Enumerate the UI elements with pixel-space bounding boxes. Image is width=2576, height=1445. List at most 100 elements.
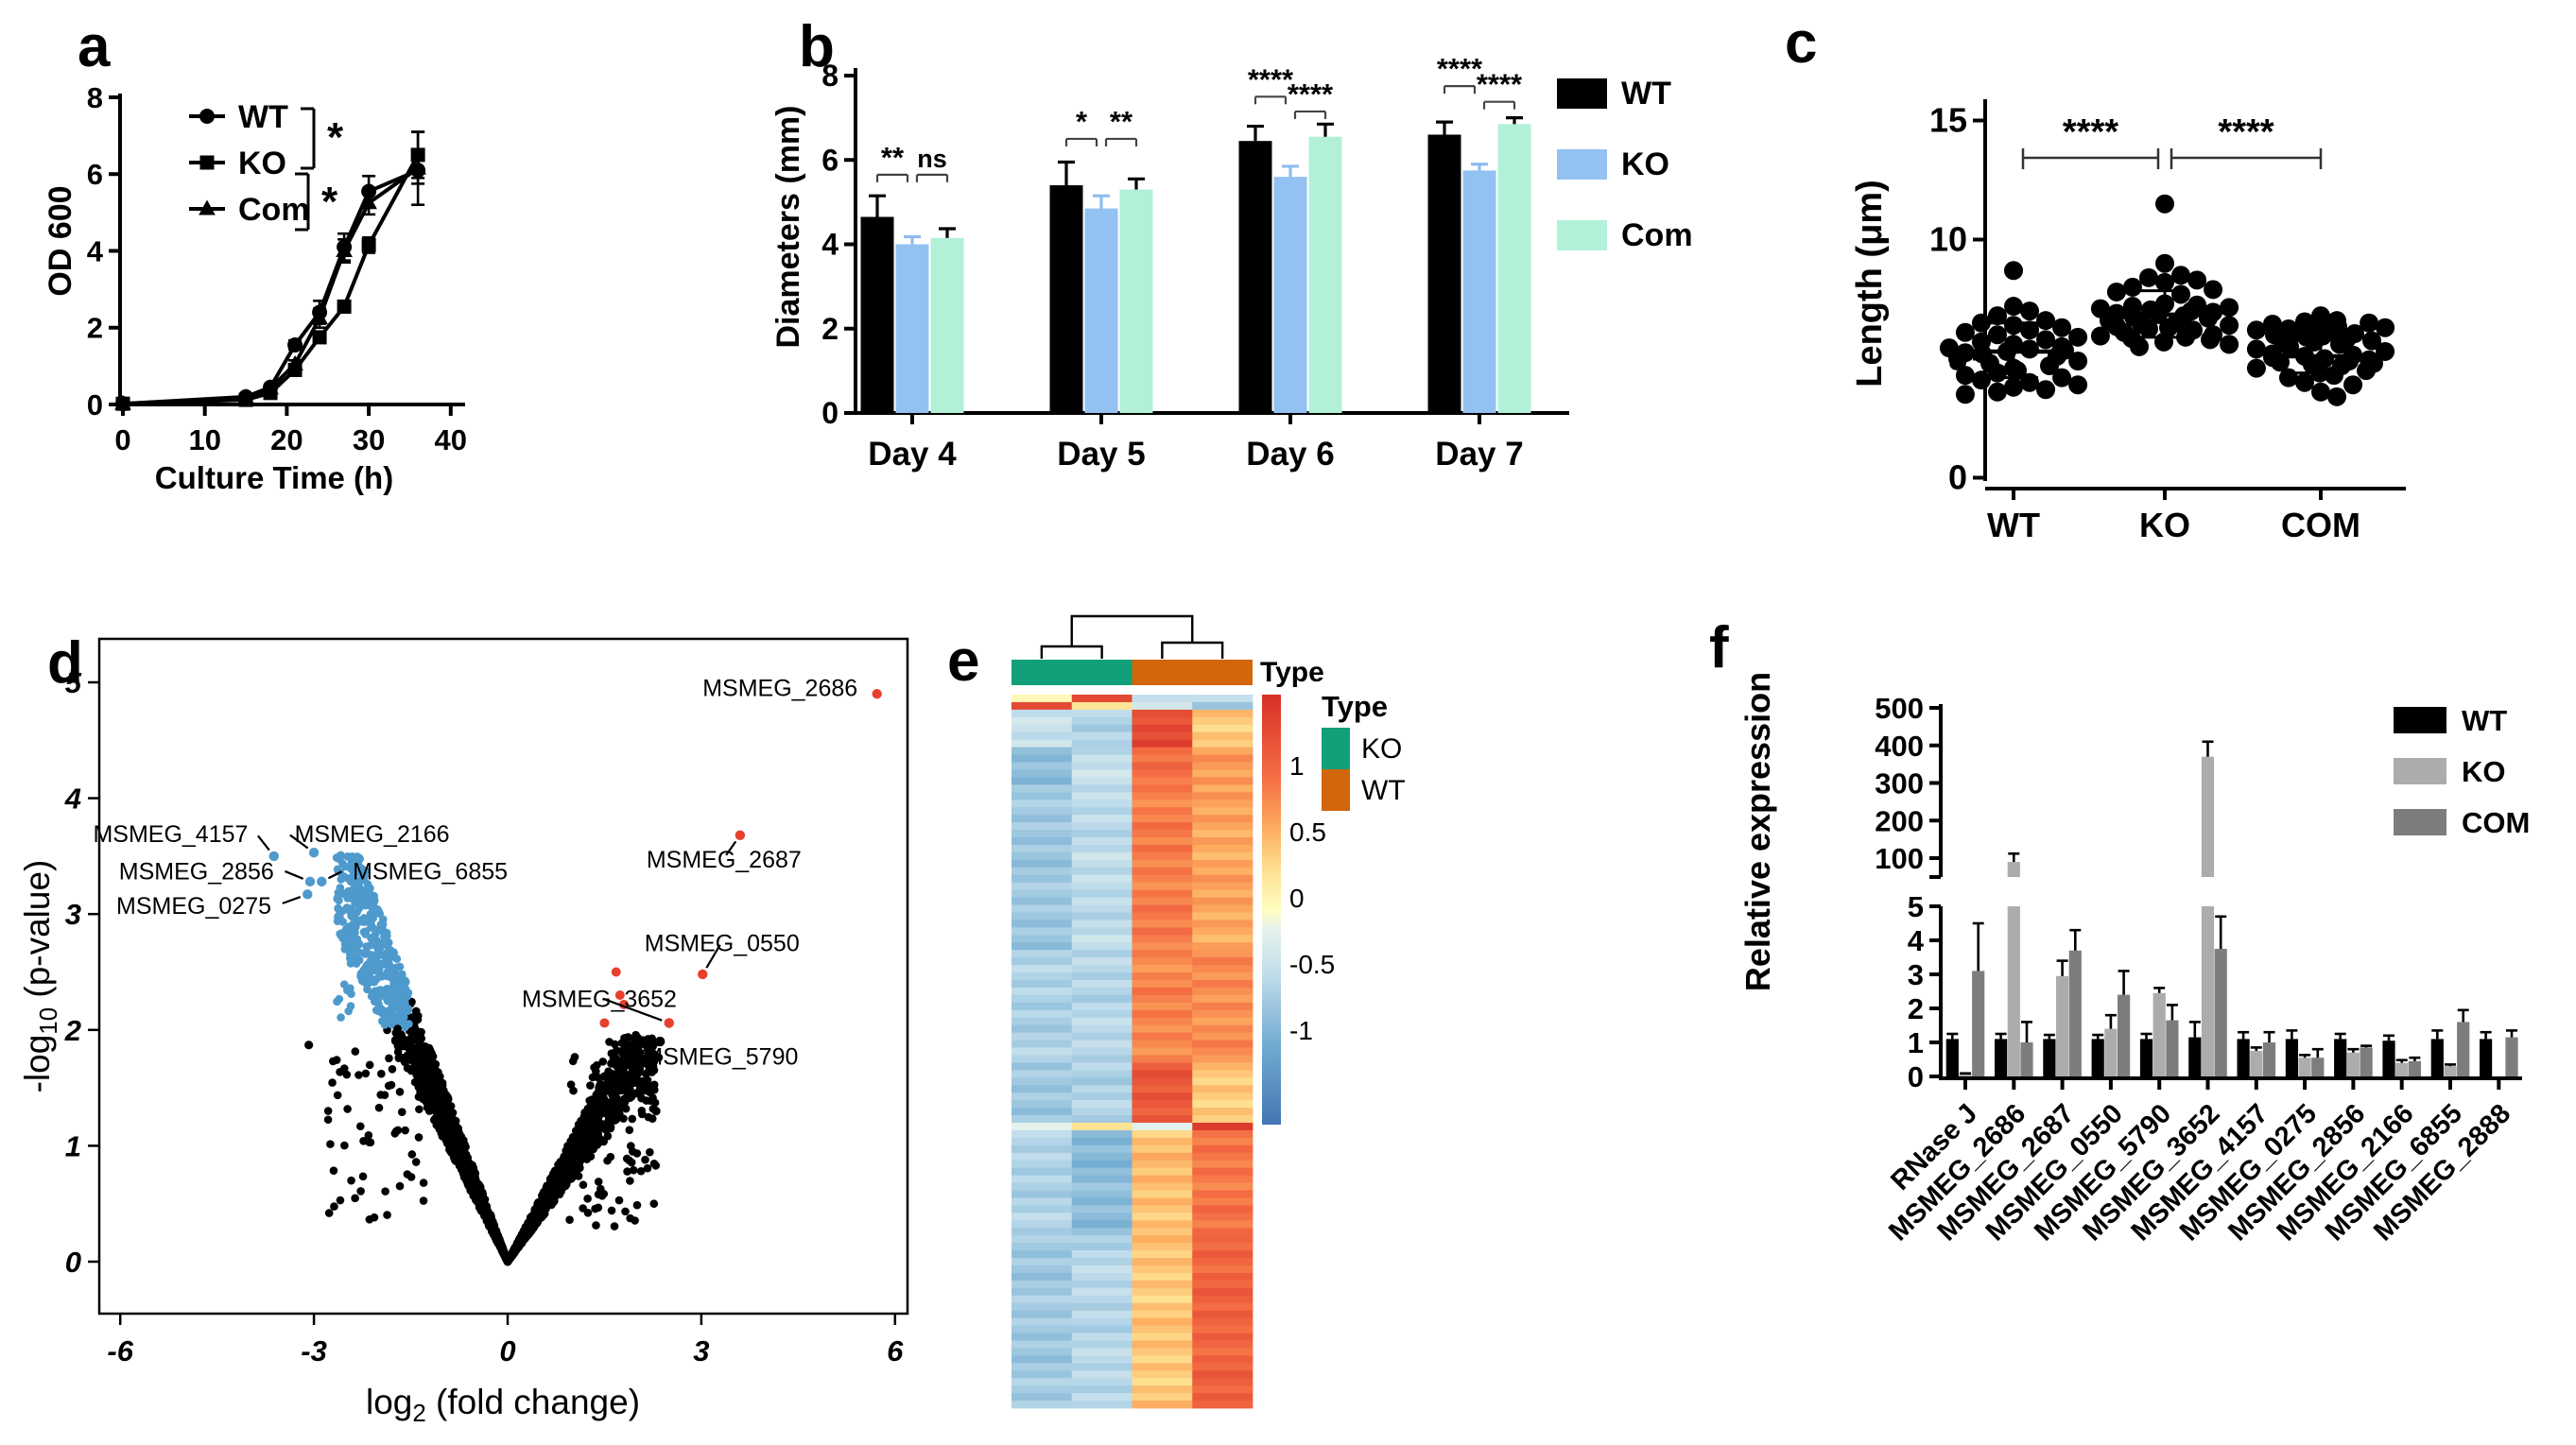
significance: ** ns* ****************** (875, 52, 1523, 182)
y-tick-label: 5 (65, 666, 82, 699)
gene-labels: MSMEG_2686 MSMEG_2687 MSMEG_0550 MSMEG_3652… (93, 676, 882, 1071)
colorbar-tick-label: 0.5 (1289, 817, 1326, 847)
y-tick-label: 4 (87, 234, 104, 267)
x-axis-title: Culture Time (h) (155, 460, 393, 495)
x-category-label: COM (2281, 506, 2360, 544)
series-com (114, 130, 426, 410)
gene-label: MSMEG_2166 (295, 821, 450, 848)
colorbar-tick-label: 1 (1289, 751, 1305, 781)
y-tick-label: 6 (87, 158, 103, 191)
legend: WT KO Com * * (189, 99, 344, 232)
panel-letter-e: e (947, 628, 979, 694)
significance-star: **** (2063, 112, 2118, 152)
x-tick-label: 20 (270, 423, 303, 456)
legend-label: COM (2462, 806, 2530, 839)
y-axis-title: Relative expression (1738, 672, 1777, 991)
y-tick-label: 10 (1929, 220, 1967, 259)
significance-label: ** (881, 141, 905, 174)
y-tick-label: 300 (1875, 767, 1924, 800)
series-wt (860, 120, 1461, 413)
colorbar-tick-label: 0 (1289, 884, 1305, 913)
gene-label: MSMEG_2686 (702, 676, 857, 702)
gene-label: MSMEG_4157 (93, 821, 248, 848)
y-tick-label: 2 (821, 312, 838, 346)
panel-a-growth-curve-chart: 0 2 4 6 8 0 10 20 30 40 Culture Time (h) OD 600 WT KO… (43, 81, 467, 495)
legend-label: WT (1621, 76, 1671, 112)
y-tick-label: 100 (1875, 842, 1924, 875)
legend-label: WT (2462, 704, 2507, 737)
legend-label: WT (1361, 775, 1406, 806)
x-category-label: Day 7 (1435, 436, 1523, 473)
panel-letter-f: f (1709, 615, 1729, 680)
legend: WT KO Com (1557, 76, 1693, 253)
panel-c-cell-length-chart: 051015WTKOCOMLength (μm)******** (1850, 99, 2406, 544)
y-tick-label: 400 (1875, 730, 1924, 763)
y-tick-label: 0 (1948, 458, 1967, 497)
y-tick-label: 200 (1875, 804, 1924, 837)
y-tick-label: 15 (1929, 101, 1967, 140)
axes: 0 2 4 6 8 0 10 20 30 40 (87, 81, 467, 456)
significance-label: ** (1110, 105, 1133, 138)
y-tick-label: 3 (1908, 958, 1924, 991)
colorbar-tick-label: -0.5 (1289, 950, 1335, 979)
y-axis-title: Diameters (mm) (770, 106, 806, 349)
y-tick-label: 8 (821, 59, 838, 93)
dot-group-ko (2090, 194, 2239, 356)
point-cloud (304, 851, 664, 1266)
significance-label: **** (1477, 68, 1523, 101)
significance-label: ns (917, 145, 947, 173)
y-tick-label: 4 (821, 228, 838, 262)
legend-label: KO (1621, 146, 1669, 182)
y-tick-label: 8 (87, 81, 103, 114)
legend-label: KO (2462, 755, 2506, 788)
heatmap-cells (1011, 695, 1253, 1409)
panel-letter-a: a (78, 14, 111, 79)
y-tick-label: 0 (65, 1246, 81, 1279)
legend-title: Type (1322, 690, 1388, 723)
y-tick-label: 1 (1908, 1026, 1924, 1059)
dendrogram (1040, 614, 1224, 659)
y-tick-label: 4 (1908, 924, 1925, 957)
annotation-bar (1011, 660, 1253, 685)
series-ko (895, 163, 1496, 413)
x-tick-label: 0 (499, 1334, 515, 1368)
legend-label: Com (1621, 217, 1693, 253)
plot-frame: -6 -3 0 3 6 0 1 2 3 4 5 (64, 637, 909, 1368)
significance-label: **** (1248, 62, 1294, 95)
x-tick-label: 30 (353, 423, 385, 456)
annotation-title: Type (1260, 657, 1324, 688)
gene-label: MSMEG_3652 (522, 986, 677, 1012)
panel-letter-d: d (47, 630, 83, 696)
y-tick-label: 6 (821, 143, 838, 177)
gene-label: MSMEG_2687 (647, 847, 802, 873)
x-category-label: WT (1987, 506, 2040, 544)
panel-letter-c: c (1785, 10, 1817, 76)
x-category-label: Day 4 (868, 436, 957, 473)
colorbar-tick-label: -1 (1289, 1016, 1313, 1045)
x-category-label: KO (2139, 506, 2190, 544)
panel-d-volcano-plot: -6 -3 0 3 6 0 1 2 3 4 5 log2 (fold change) -log10 (p… (18, 637, 909, 1427)
series-wt (1945, 1021, 2493, 1076)
y-tick-label: 2 (64, 1014, 81, 1047)
x-tick-label: -3 (301, 1334, 327, 1368)
axes: 051015WTKOCOM (1929, 99, 2406, 544)
x-tick-label: -6 (107, 1334, 133, 1368)
panel-b-colony-diameter-chart: 0 2 4 6 8 Day 4 Day 5 Day 6 Day 7 Diameters (mm) *… (770, 52, 1693, 473)
x-tick-label: 0 (114, 423, 130, 456)
panel-e-heatmap: Type 1 0.5 0 -0.5 -1 Type KO WT (1011, 614, 1406, 1409)
significance: **** **** (2021, 112, 2323, 169)
significance-label: **** (1437, 52, 1483, 85)
dot-group-wt (1939, 261, 2088, 404)
series-com (930, 116, 1531, 414)
y-tick-label: 2 (87, 312, 103, 345)
y-tick-label: 500 (1875, 692, 1924, 725)
colorbar: 1 0.5 0 -0.5 -1 (1262, 695, 1335, 1125)
gene-label: MSMEG_2856 (119, 858, 274, 885)
y-tick-label: 5 (1908, 890, 1924, 923)
y-tick-label: 0 (821, 396, 838, 430)
x-category-label: Day 5 (1057, 436, 1145, 473)
x-tick-label: 40 (435, 423, 467, 456)
